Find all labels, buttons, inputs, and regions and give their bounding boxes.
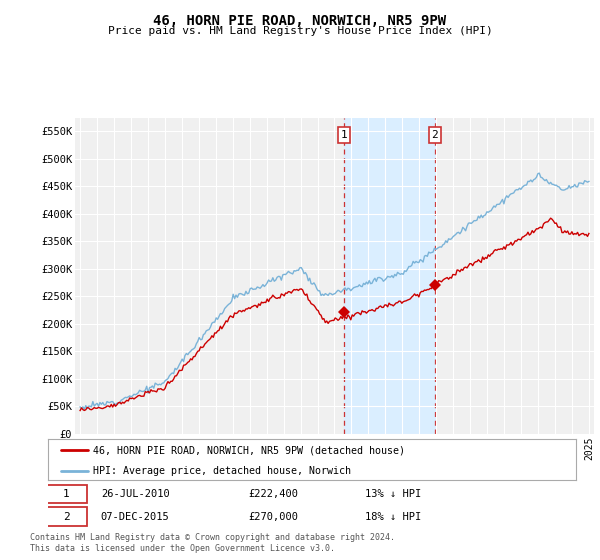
- Text: 46, HORN PIE ROAD, NORWICH, NR5 9PW: 46, HORN PIE ROAD, NORWICH, NR5 9PW: [154, 14, 446, 28]
- Text: 1: 1: [63, 489, 70, 499]
- Text: 46, HORN PIE ROAD, NORWICH, NR5 9PW (detached house): 46, HORN PIE ROAD, NORWICH, NR5 9PW (det…: [93, 446, 405, 455]
- Text: 1: 1: [341, 130, 347, 140]
- Text: Price paid vs. HM Land Registry's House Price Index (HPI): Price paid vs. HM Land Registry's House …: [107, 26, 493, 36]
- Text: 07-DEC-2015: 07-DEC-2015: [101, 512, 170, 522]
- FancyBboxPatch shape: [47, 507, 86, 526]
- Text: £270,000: £270,000: [248, 512, 299, 522]
- Text: HPI: Average price, detached house, Norwich: HPI: Average price, detached house, Norw…: [93, 466, 351, 476]
- FancyBboxPatch shape: [47, 484, 86, 503]
- Text: 13% ↓ HPI: 13% ↓ HPI: [365, 489, 421, 499]
- Text: 2: 2: [63, 512, 70, 522]
- Text: £222,400: £222,400: [248, 489, 299, 499]
- Text: 2: 2: [431, 130, 438, 140]
- Text: 18% ↓ HPI: 18% ↓ HPI: [365, 512, 421, 522]
- Text: Contains HM Land Registry data © Crown copyright and database right 2024.
This d: Contains HM Land Registry data © Crown c…: [30, 533, 395, 553]
- Text: 26-JUL-2010: 26-JUL-2010: [101, 489, 170, 499]
- Bar: [344, 118, 435, 434]
